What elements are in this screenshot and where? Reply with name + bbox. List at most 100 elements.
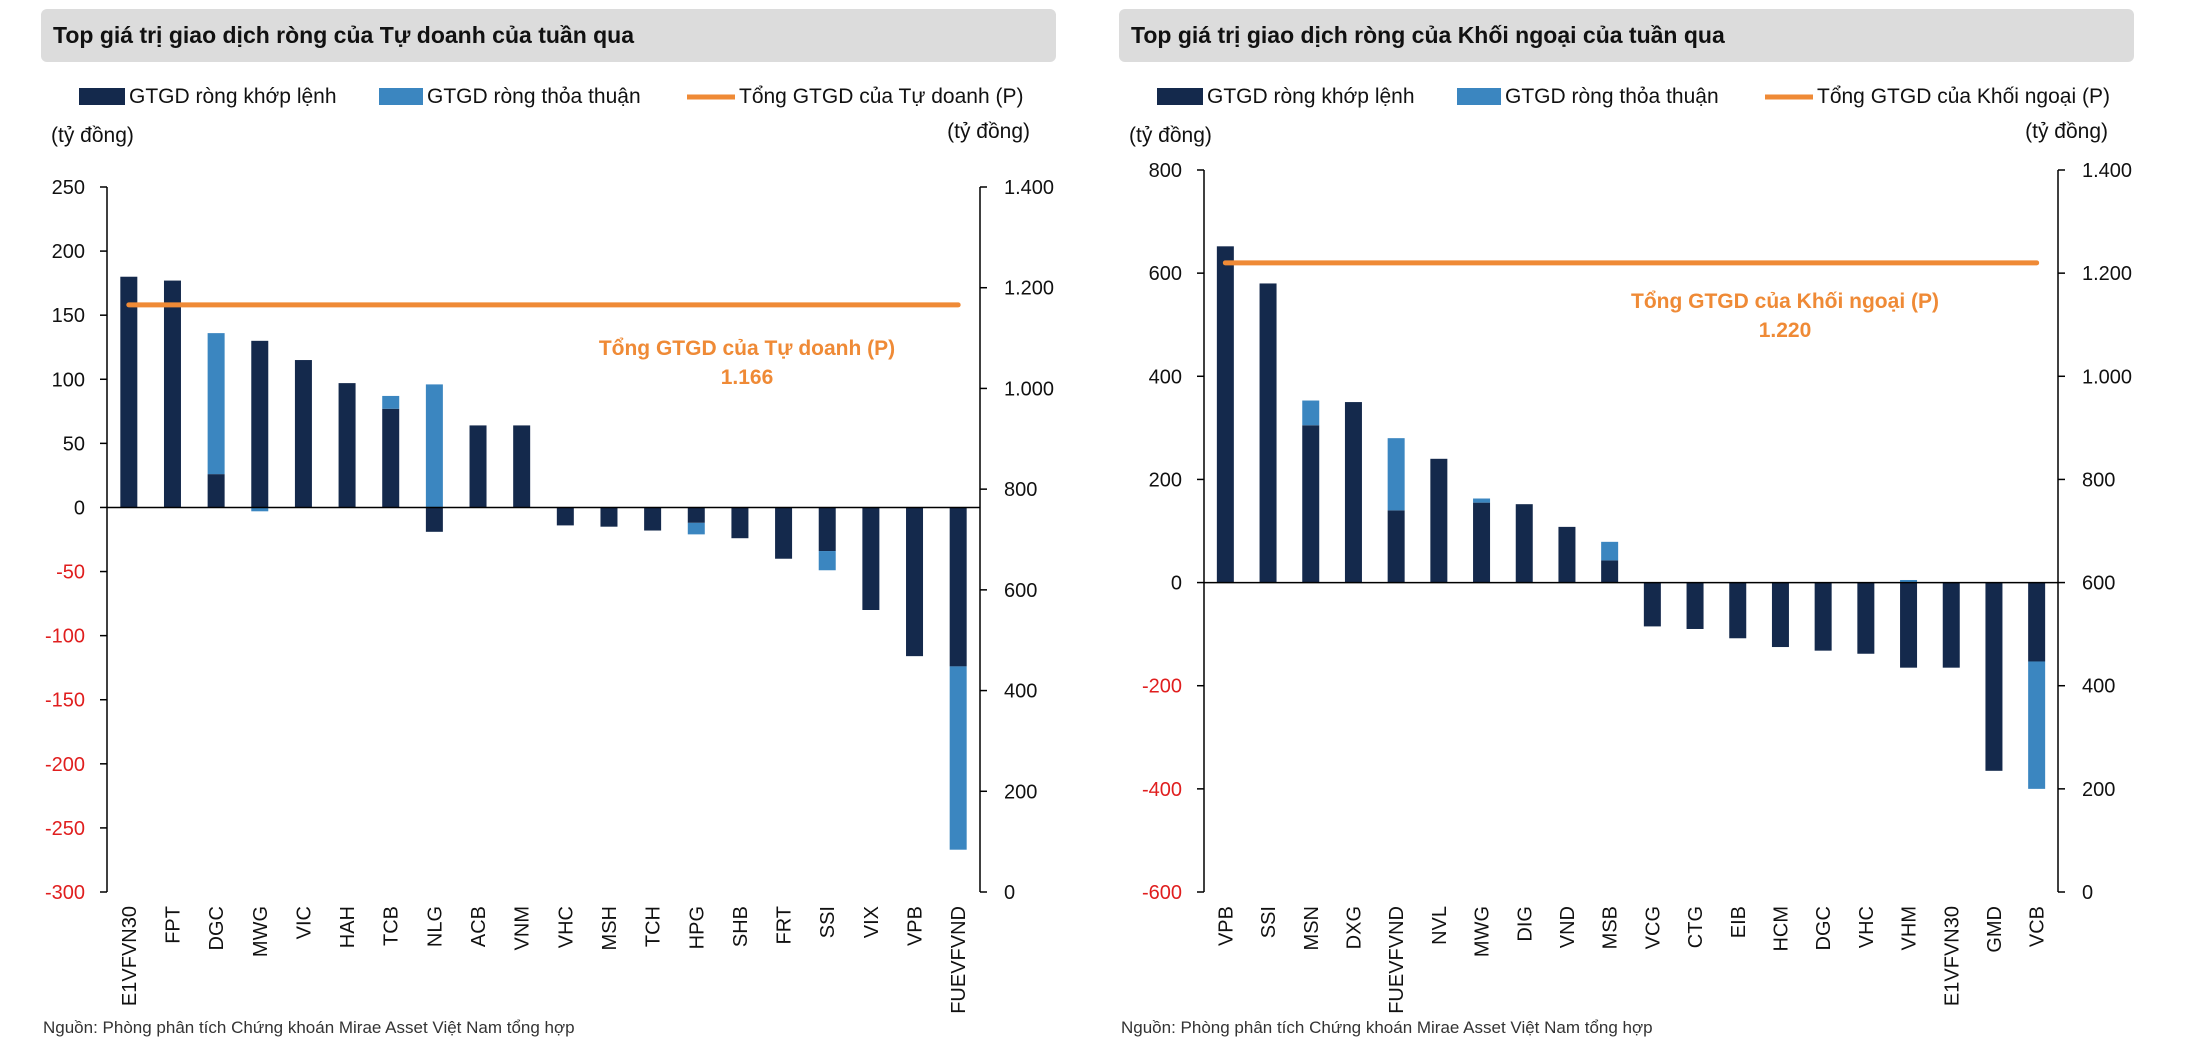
bar-match	[731, 507, 749, 539]
y-tick-label-right: 200	[1004, 781, 1037, 803]
y-axis-unit-left: (tỷ đồng)	[51, 124, 134, 147]
bar-deal	[687, 522, 705, 535]
bar-match	[1387, 510, 1405, 583]
bar-deal	[251, 507, 269, 512]
bar-match	[1643, 582, 1661, 627]
y-tick-label-left: 50	[63, 433, 85, 455]
bar-match	[338, 383, 356, 508]
y-tick-label-left: -50	[56, 562, 85, 584]
total-annotation-value: 1.166	[721, 366, 774, 389]
bar-match	[251, 340, 269, 508]
y-tick-label-left: 100	[52, 369, 85, 391]
x-tick-label: FPT	[162, 906, 184, 944]
y-tick-label-left: 400	[1149, 366, 1182, 388]
y-tick-label-right: 1.400	[2082, 160, 2132, 182]
y-tick-label-left: 250	[52, 177, 85, 199]
y-tick-label-right: 400	[2082, 676, 2115, 698]
x-tick-label: VNM	[512, 906, 534, 950]
x-tick-label: E1VFVN30	[119, 906, 141, 1006]
bar-match	[687, 507, 705, 523]
x-tick-label: FUEVFVND	[1386, 906, 1408, 1014]
y-axis-unit-right: (tỷ đồng)	[947, 120, 1030, 143]
legend-label-deal: GTGD ròng thỏa thuận	[427, 85, 641, 108]
y-tick-label-right: 1.200	[2082, 263, 2132, 285]
bar-match	[1344, 402, 1362, 583]
bar-deal	[425, 384, 443, 508]
bar-match	[818, 507, 836, 552]
bar-match	[1259, 283, 1277, 583]
bar-deal	[1302, 400, 1320, 426]
bar-match	[2028, 582, 2046, 662]
bar-match	[425, 507, 443, 532]
x-tick-label: DXG	[1343, 906, 1365, 949]
y-tick-label-right: 1.000	[1004, 378, 1054, 400]
bar-match	[1985, 582, 2003, 771]
bar-deal	[1900, 579, 1918, 583]
bar-match	[775, 507, 793, 559]
bar-match	[1473, 502, 1491, 583]
bar-deal	[382, 395, 400, 409]
bar-match	[207, 474, 225, 508]
bar-match	[1558, 526, 1576, 583]
x-tick-label: SSI	[1258, 906, 1280, 938]
bar-match	[556, 507, 574, 526]
bar-match	[1771, 582, 1789, 648]
bar-match	[862, 507, 880, 610]
y-tick-label-left: -300	[45, 882, 85, 904]
y-tick-label-left: 0	[1171, 573, 1182, 595]
bar-deal	[1473, 498, 1491, 503]
bar-match	[382, 408, 400, 508]
x-tick-label: VCG	[1642, 906, 1664, 949]
x-tick-label: NLG	[424, 906, 446, 947]
y-tick-label-left: 200	[52, 241, 85, 263]
y-tick-label-right: 0	[1004, 882, 1015, 904]
bar-deal	[949, 666, 967, 850]
y-tick-label-left: -100	[45, 626, 85, 648]
y-tick-label-left: 200	[1149, 469, 1182, 491]
x-tick-label: VHC	[555, 906, 577, 948]
x-tick-label: E1VFVN30	[1941, 906, 1963, 1006]
x-tick-label: TCB	[381, 906, 403, 946]
legend-swatch-match	[79, 88, 125, 105]
source-note: Nguồn: Phòng phân tích Chứng khoán Mirae…	[43, 1018, 575, 1037]
total-annotation-label: Tổng GTGD của Khối ngoại (P)	[1631, 290, 1939, 313]
bar-match	[1729, 582, 1747, 639]
legend-label-deal: GTGD ròng thỏa thuận	[1505, 85, 1719, 108]
bar-deal	[207, 333, 225, 475]
bar-match	[949, 507, 967, 667]
y-tick-label-right: 1.200	[1004, 278, 1054, 300]
y-tick-label-right: 600	[1004, 580, 1037, 602]
x-tick-label: FUEVFVND	[948, 906, 970, 1014]
bar-match	[163, 280, 181, 508]
chart-title: Top giá trị giao dịch ròng của Khối ngoạ…	[1119, 9, 2134, 62]
x-tick-label: DGC	[206, 906, 228, 950]
legend-label-match: GTGD ròng khớp lệnh	[1207, 85, 1415, 108]
bar-match	[1686, 582, 1704, 629]
x-tick-label: VIX	[861, 906, 883, 938]
legend-label-total: Tổng GTGD của Khối ngoại (P)	[1817, 85, 2110, 108]
y-tick-label-right: 400	[1004, 681, 1037, 703]
chart-panel-proprietary: Top giá trị giao dịch ròng của Tự doanh …	[41, 0, 1056, 1037]
chart-panel-foreign: Top giá trị giao dịch ròng của Khối ngoạ…	[1119, 0, 2134, 1037]
x-tick-label: HPG	[686, 906, 708, 949]
bar-match	[906, 507, 924, 657]
legend-swatch-deal	[1457, 88, 1501, 105]
y-axis-unit-left: (tỷ đồng)	[1129, 124, 1212, 147]
x-tick-label: ACB	[468, 906, 490, 947]
bar-deal	[818, 551, 836, 571]
bar-match	[644, 507, 662, 531]
source-note: Nguồn: Phòng phân tích Chứng khoán Mirae…	[1121, 1018, 1653, 1037]
legend: GTGD ròng khớp lệnh GTGD ròng thỏa thuận T…	[1157, 85, 2110, 108]
bar-match	[1857, 582, 1875, 654]
bar-match	[1942, 582, 1960, 668]
y-tick-label-left: -200	[45, 754, 85, 776]
bar-match	[513, 425, 531, 508]
x-tick-label: MSN	[1301, 906, 1323, 950]
y-tick-label-left: -150	[45, 690, 85, 712]
y-tick-label-left: 0	[74, 497, 85, 519]
bar-match	[1302, 425, 1320, 583]
y-tick-label-left: -200	[1142, 676, 1182, 698]
bar-deal	[2028, 661, 2046, 789]
bar-match	[1216, 246, 1234, 583]
y-tick-label-left: 800	[1149, 160, 1182, 182]
